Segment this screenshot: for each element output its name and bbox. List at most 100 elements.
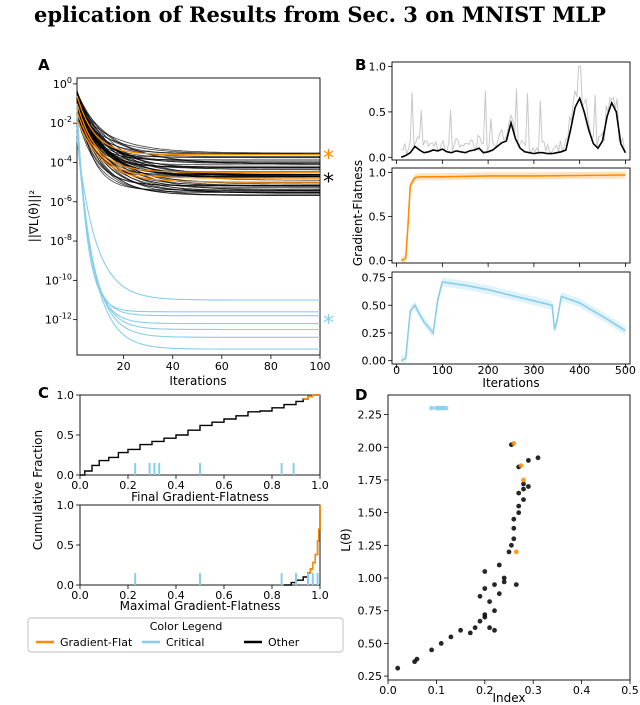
panel-d-xlabel: Index — [492, 691, 525, 705]
panel-a-lines — [76, 90, 320, 350]
panel-a-ytick-exponent: -6 — [64, 194, 72, 203]
panel-a: A 20 40 60 80 100 100 10-2 10-4 10-6 10-8 10-10 10-… — [27, 56, 334, 388]
line-other-37 — [76, 94, 320, 161]
panel-c2-xtick-label: 0.6 — [215, 589, 233, 602]
line-critical-3 — [76, 121, 320, 331]
legend-label: Critical — [166, 636, 204, 649]
panel-d-xtick-label: 0.0 — [379, 684, 397, 697]
panel-d-point-gradientflat-1 — [518, 463, 524, 468]
panel-d-xtick-label: 0.2 — [476, 684, 494, 697]
panel-c2-xtick-label: 0.4 — [167, 589, 185, 602]
panel-b3-line — [400, 281, 626, 362]
panel-d-ytick-label: 1.50 — [358, 507, 383, 520]
panel-d-ytick-label: 1.25 — [358, 539, 383, 552]
panel-d-point-other-16 — [477, 593, 483, 599]
panel-d-point-other-29 — [521, 486, 526, 492]
panel-letter-b: B — [355, 56, 366, 74]
panel-a-marker-star: * — [323, 312, 334, 337]
panel-b1-line — [400, 96, 627, 159]
panel-a-ylabel: ||∇L(θ)||² — [27, 190, 41, 243]
panel-d-point-other-40 — [513, 582, 519, 587]
panel-c2-xtick-label: 0.8 — [263, 589, 281, 602]
panel-d-point-other-18 — [496, 591, 502, 597]
panel-letter-d: D — [355, 386, 367, 404]
panel-d-point-other-11 — [487, 625, 492, 631]
panel-d-point-other-30 — [521, 481, 526, 487]
panel-d-point-other-34 — [526, 458, 531, 463]
panel-a-xtick-label: 80 — [264, 360, 278, 373]
panel-c1-xtick-label: 0.4 — [167, 479, 185, 492]
panel-a-ytick-exponent: 0 — [67, 76, 72, 85]
panel-b1-ytick-label: 0.0 — [369, 151, 387, 164]
panel-d-point-other-0 — [395, 665, 401, 671]
panel-a-ytick-label: 10-6 — [50, 194, 72, 209]
line-critical-4 — [76, 127, 320, 338]
panel-c2-ytick-label: 0.5 — [57, 539, 75, 552]
panel-a-xlabel: Iterations — [169, 374, 226, 388]
panel-b3-ytick-label: 0.00 — [362, 355, 387, 368]
panel-d-point-gradientflat-3 — [513, 549, 519, 555]
line-other-46 — [76, 111, 320, 196]
panel-d-point-other-33 — [516, 510, 522, 516]
line-other-58 — [76, 116, 320, 163]
line-other-45 — [76, 103, 320, 192]
panel-c2-cdf — [284, 505, 321, 586]
panel-c1-cdf — [80, 394, 320, 476]
panel-b1-ytick-label: 1.0 — [369, 61, 387, 74]
panel-a-xtick-label: 40 — [166, 360, 180, 373]
panel-a-ytick-label: 10-10 — [45, 272, 72, 287]
panel-d-xtick-label: 0.5 — [621, 684, 639, 697]
panel-b1-ytick-label: 0.5 — [369, 106, 387, 119]
panel-d-point-other-15 — [487, 599, 492, 604]
panel-b2-ytick-label: 1.0 — [369, 166, 387, 179]
panel-d-point-other-24 — [506, 549, 512, 555]
panel-c1-xtick-label: 1.0 — [311, 479, 329, 492]
panel-d-point-other-4 — [438, 641, 444, 646]
panel-c2-ytick-label: 0.0 — [57, 579, 75, 592]
panel-b-xtick-label: 100 — [432, 364, 453, 377]
panel-c1-xtick-label: 0.8 — [263, 479, 281, 492]
panel-d-ytick-label: 2.00 — [358, 441, 383, 454]
legend-label: Other — [268, 636, 300, 649]
panel-a-xtick-label: 100 — [310, 360, 331, 373]
panel-b3-ytick-label: 0.25 — [362, 327, 387, 340]
line-other-59 — [76, 108, 320, 154]
panel-b3-frame — [391, 271, 631, 365]
panel-a-frame — [76, 77, 321, 356]
line-other-55 — [76, 116, 320, 175]
panel-d-point-other-22 — [482, 569, 488, 574]
panel-c2-xlabel: Maximal Gradient-Flatness — [120, 599, 281, 613]
legend: Color Legend Gradient-Flat Critical Other — [27, 617, 344, 653]
panel-d-point-other-7 — [467, 630, 473, 636]
figure-title: eplication of Results from Sec. 3 on MNI… — [34, 2, 606, 27]
line-other-11 — [76, 102, 320, 154]
panel-c2-xtick-label: 0.0 — [71, 589, 89, 602]
panel-c1-xtick-label: 0.6 — [215, 479, 233, 492]
panel-a-marker-star: * — [323, 147, 334, 172]
panel-d-point-other-5 — [448, 634, 454, 640]
line-other-43 — [76, 94, 320, 191]
panel-b: B 0.0 0.5 1.0 0.0 0.5 1.0 0.00 0.25 0.50 0.75 0 100… — [351, 56, 636, 390]
panel-b-plots: 0.0 0.5 1.0 0.0 0.5 1.0 0.00 0.25 0.50 0.75 0 100 20… — [362, 61, 636, 377]
line-critical-2 — [76, 115, 320, 325]
panel-a-ytick-exponent: -10 — [59, 272, 72, 281]
panel-b-xtick-label: 200 — [478, 364, 499, 377]
panel-a-ytick-label: 10-12 — [45, 312, 72, 327]
line-critical-1 — [76, 109, 320, 317]
panel-c1-cdf-gradflat — [303, 394, 320, 400]
line-other-50 — [76, 91, 320, 193]
panel-d-point-critical-5 — [443, 405, 449, 411]
panel-a-ytick-label: 10-4 — [50, 154, 72, 169]
panel-b2-band — [401, 171, 626, 263]
panel-b2-frame — [391, 167, 631, 264]
panel-d-ytick-label: 0.75 — [358, 605, 383, 618]
panel-d-frame — [387, 394, 631, 681]
panel-d-point-other-38 — [511, 525, 517, 531]
panel-c: C 0.0 0.2 0.4 0.6 0.8 1.00.00.51.00.0 0.2 0.4 0.… — [31, 384, 329, 613]
panel-a-ticks: 20 40 60 80 100 100 10-2 10-4 10-6 10-8 10-10 10-12 — [45, 76, 331, 373]
line-critical-5 — [76, 132, 320, 350]
panel-d-point-other-6 — [458, 627, 463, 633]
panel-c2-xtick-label: 0.2 — [119, 589, 137, 602]
line-critical-6 — [76, 138, 320, 301]
panel-a-ytick-label: 10-8 — [50, 233, 72, 248]
